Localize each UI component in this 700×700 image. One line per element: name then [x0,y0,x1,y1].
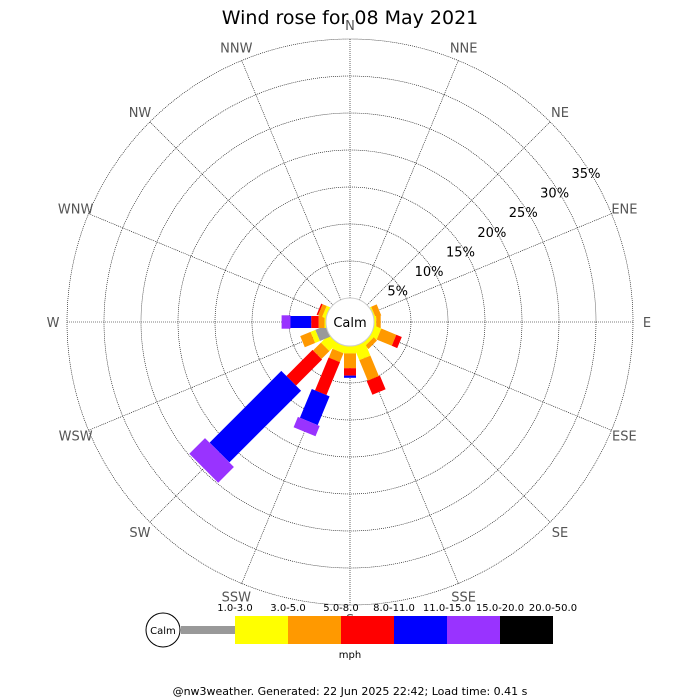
direction-label-se: SE [552,526,568,541]
legend-calm-label: Calm [150,626,176,637]
direction-label-ne: NE [551,106,569,121]
direction-label-nnw: NNW [220,42,252,57]
bar-e-5.0-8.0 [376,316,381,328]
bar-s-11.0-15.0 [344,375,356,378]
bar-w-5.0-8.0 [318,316,325,328]
wind-bars [189,303,402,483]
chart-title: Wind rose for 08 May 2021 [222,7,479,29]
legend-label-8.0-11.0: 8.0-11.0 [373,603,415,614]
bar-sse-5.0-8.0 [359,355,379,381]
bar-wsw-3.0-5.0 [310,329,320,343]
legend-label-3.0-5.0: 3.0-5.0 [270,603,305,614]
bar-sw-5.0-8.0 [313,342,330,359]
bar-ssw-3.0-5.0 [332,341,347,354]
ring-label: 10% [415,265,444,280]
bar-ese-3.0-5.0 [369,325,382,340]
bar-se-3.0-5.0 [362,334,374,346]
bar-sse-8.0-11.0 [366,375,386,395]
bar-s-8.0-11.0 [344,368,356,376]
direction-label-w: W [47,316,60,331]
bar-sse-3.0-5.0 [353,341,371,361]
direction-label-ene: ENE [611,202,637,217]
bar-e-3.0-5.0 [374,316,377,328]
bar-s-3.0-5.0 [344,346,356,354]
legend-swatch-20.0-50.0 [500,616,553,644]
direction-label-nne: NNE [450,42,478,57]
bar-sw-11.0-15.0 [209,370,302,463]
bar-ese-5.0-8.0 [376,328,397,346]
bar-wnw-5.0-8.0 [318,304,327,317]
speed-legend: Calm 1.0-3.0 3.0-5.0 5.0-8.0 8.0-11.0 11.0-1… [145,603,577,661]
ring-label: 35% [572,167,601,182]
grid-spoke [372,330,612,431]
bar-ene-5.0-8.0 [371,304,382,318]
bar-wnw-3.0-5.0 [322,305,331,319]
legend-label-15.0-20.0: 15.0-20.0 [476,603,524,614]
bar-sw-15.0-20.0 [189,438,234,483]
grid-spoke [241,60,342,300]
legend-calm-circle [145,612,181,648]
bar-w-3.0-5.0 [324,316,326,328]
bar-w-11.0-15.0 [290,316,312,328]
legend-swatch-3.0-5.0 [235,616,288,644]
polar-grid [66,38,634,606]
bar-ese-8.0-11.0 [391,334,402,349]
bar-w-8.0-11.0 [311,316,319,328]
direction-label-wsw: WSW [59,430,93,445]
bar-ene-3.0-5.0 [369,306,376,319]
legend-swatch-1.0-3.0 [181,626,235,634]
grid-spoke [88,213,328,314]
ring-labels: 5% 10%15%20%25%30%35% [387,167,600,300]
direction-label-sw: SW [129,526,150,541]
bar-ssw-5.0-8.0 [328,348,344,363]
ring-label: 20% [477,226,506,241]
legend-swatch-8.0-11.0 [341,616,394,644]
bar-s-5.0-8.0 [344,353,356,369]
bar-se-5.0-8.0 [365,337,377,349]
grid-spoke [149,121,334,306]
calm-circle: Calm [325,297,375,347]
bar-ssw-8.0-11.0 [315,357,340,396]
direction-label-n: N [345,19,355,34]
grid-spoke [366,338,551,523]
ring-label: 25% [509,206,538,221]
legend-swatch-11.0-15.0 [394,616,447,644]
footer-text: @nw3weather. Generated: 22 Jun 2025 22:4… [173,685,528,698]
bar-sw-8.0-11.0 [286,349,323,386]
ring-label: 30% [540,187,569,202]
direction-label-ssw: SSW [222,590,252,605]
bar-wsw-1.0-3.0 [315,325,331,341]
direction-label-e: E [643,316,651,331]
calm-label: Calm [333,316,366,331]
legend-label-20.0-50.0: 20.0-50.0 [529,603,577,614]
bar-wnw-8.0-11.0 [316,303,323,316]
direction-label-wnw: WNW [58,202,94,217]
direction-label-ese: ESE [612,430,637,445]
bar-w-15.0-20.0 [281,315,291,329]
legend-swatch-5.0-8.0 [288,616,341,644]
legend-label-5.0-8.0: 5.0-8.0 [323,603,358,614]
ring-label: 5% [387,285,408,300]
legend-label-11.0-15.0: 11.0-15.0 [423,603,471,614]
legend-unit: mph [339,650,361,661]
legend-swatch-15.0-20.0 [447,616,500,644]
ring-label: 15% [446,245,475,260]
bar-wsw-5.0-8.0 [300,331,316,348]
direction-label-nw: NW [129,106,152,121]
legend-label-1.0-3.0: 1.0-3.0 [217,603,252,614]
grid-spoke [358,60,459,300]
direction-label-sse: SSE [451,590,476,605]
bar-ssw-11.0-15.0 [299,389,330,426]
bar-ssw-15.0-20.0 [293,416,320,437]
